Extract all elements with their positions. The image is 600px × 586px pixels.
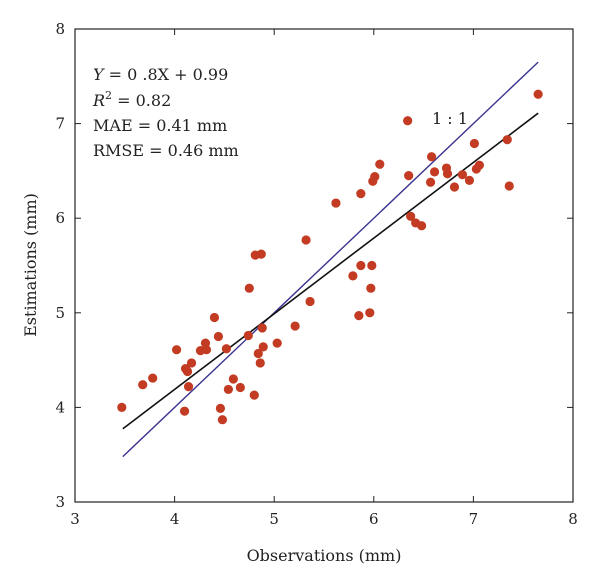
data-point bbox=[209, 312, 220, 323]
data-point bbox=[474, 160, 484, 170]
data-point bbox=[249, 390, 259, 400]
data-point bbox=[244, 283, 254, 293]
data-point bbox=[417, 221, 427, 231]
data-point bbox=[370, 171, 380, 182]
data-point bbox=[375, 159, 385, 169]
data-point bbox=[504, 181, 514, 191]
data-point bbox=[290, 321, 300, 331]
r-squared-value: = 0.82 bbox=[112, 91, 171, 110]
data-point bbox=[469, 138, 479, 149]
data-point bbox=[148, 373, 158, 383]
r-squared-exponent: 2 bbox=[105, 89, 112, 102]
identity-line bbox=[122, 61, 539, 458]
data-point bbox=[235, 382, 245, 393]
regression-line bbox=[122, 112, 539, 430]
data-point bbox=[217, 415, 228, 425]
rmse-annotation: RMSE = 0.46 mm bbox=[93, 141, 239, 160]
data-point bbox=[221, 344, 231, 354]
r-squared-symbol: R bbox=[92, 91, 105, 110]
data-point bbox=[354, 311, 364, 321]
plot-frame bbox=[74, 28, 574, 503]
data-points bbox=[117, 89, 543, 425]
equation-annotation: Y = 0 .8X + 0.99 bbox=[93, 65, 228, 84]
data-point bbox=[356, 260, 366, 271]
data-point bbox=[366, 283, 376, 293]
x-tick-label: 8 bbox=[568, 510, 578, 528]
data-point bbox=[272, 338, 282, 348]
data-point bbox=[228, 374, 238, 384]
data-point bbox=[256, 249, 266, 259]
equation-text: = 0 .8X + 0.99 bbox=[104, 65, 229, 84]
data-point bbox=[367, 260, 377, 271]
data-point bbox=[179, 406, 190, 416]
data-point bbox=[182, 366, 193, 377]
data-point bbox=[223, 384, 233, 395]
data-point bbox=[426, 152, 437, 162]
data-point bbox=[243, 330, 253, 341]
data-point bbox=[403, 116, 413, 126]
tick-labels: 3 4 5 6 7 8 3 4 5 6 7 8 bbox=[55, 20, 577, 528]
data-point bbox=[257, 323, 267, 333]
data-point bbox=[331, 198, 341, 208]
data-point bbox=[215, 403, 226, 413]
equation-variable: Y bbox=[93, 65, 105, 84]
data-point bbox=[356, 189, 366, 199]
x-tick-label: 5 bbox=[269, 510, 279, 528]
mae-annotation: MAE = 0.41 mm bbox=[93, 116, 227, 135]
data-point bbox=[533, 89, 543, 99]
y-tick-label: 5 bbox=[55, 304, 65, 322]
x-axis-label: Observations (mm) bbox=[247, 546, 402, 565]
data-point bbox=[464, 175, 475, 185]
data-point bbox=[213, 331, 224, 342]
data-point bbox=[502, 135, 512, 145]
x-tick-label: 7 bbox=[469, 510, 479, 528]
x-tick-label: 4 bbox=[170, 510, 180, 528]
data-point bbox=[253, 348, 263, 359]
data-point bbox=[117, 402, 127, 412]
data-point bbox=[449, 182, 460, 192]
data-point bbox=[301, 235, 311, 245]
x-tick-label: 6 bbox=[369, 510, 379, 528]
r-squared-annotation: R2 = 0.82 bbox=[92, 89, 171, 110]
y-tick-label: 4 bbox=[55, 398, 65, 416]
one-to-one-label: 1 : 1 bbox=[432, 109, 468, 128]
data-point bbox=[258, 342, 268, 352]
data-point bbox=[171, 345, 182, 355]
data-point bbox=[457, 170, 468, 180]
data-point bbox=[305, 296, 315, 307]
y-tick-label: 6 bbox=[55, 209, 65, 227]
y-axis-label: Estimations (mm) bbox=[21, 193, 40, 337]
data-point bbox=[183, 381, 194, 392]
x-tick-label: 3 bbox=[70, 510, 80, 528]
data-point bbox=[255, 358, 265, 368]
data-point bbox=[365, 308, 375, 318]
data-point bbox=[406, 211, 416, 221]
data-point bbox=[425, 177, 436, 187]
data-point bbox=[442, 169, 453, 179]
y-tick-label: 3 bbox=[55, 493, 65, 511]
y-tick-label: 8 bbox=[55, 20, 65, 38]
data-point bbox=[404, 171, 414, 181]
data-point bbox=[186, 358, 197, 368]
data-point bbox=[138, 380, 148, 390]
y-tick-label: 7 bbox=[55, 115, 65, 133]
fit-lines bbox=[122, 61, 539, 458]
data-point bbox=[201, 345, 212, 355]
data-point bbox=[348, 271, 358, 281]
data-point bbox=[429, 167, 440, 177]
